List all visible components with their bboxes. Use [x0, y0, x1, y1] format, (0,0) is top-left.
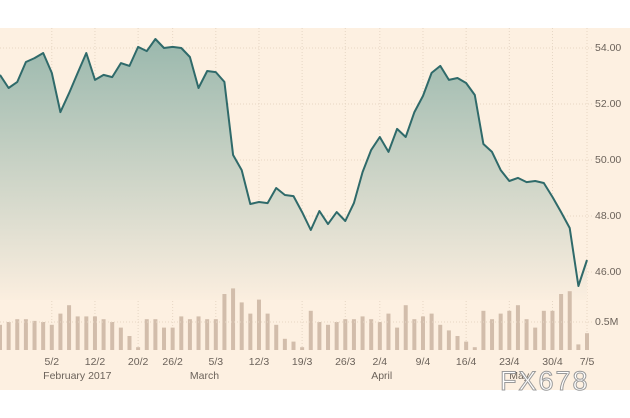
volume-bar: [429, 313, 434, 350]
volume-bar: [541, 310, 546, 350]
volume-bar: [213, 319, 218, 350]
volume-bar: [498, 313, 503, 350]
volume-bar: [326, 324, 331, 350]
top-strip: [0, 0, 630, 28]
volume-bar: [162, 327, 167, 350]
volume-bar: [231, 288, 236, 350]
volume-bar: [196, 316, 201, 350]
x-tick-label: 12/3: [249, 356, 270, 368]
volume-bar: [248, 313, 253, 350]
volume-bar: [84, 316, 89, 350]
volume-bar: [239, 302, 244, 350]
volume-bar: [92, 316, 97, 350]
volume-bar: [585, 333, 589, 350]
x-tick-label: 26/3: [335, 356, 356, 368]
volume-bar: [282, 338, 287, 350]
volume-bar: [412, 319, 417, 350]
volume-bar: [343, 319, 348, 350]
volume-bar: [75, 316, 80, 350]
month-label: March: [190, 370, 219, 382]
volume-bar: [222, 294, 227, 350]
volume-bar: [317, 322, 322, 350]
volume-bar: [308, 310, 313, 350]
volume-bar: [300, 347, 305, 350]
x-tick-label: 9/4: [416, 356, 431, 368]
x-tick-label: 19/3: [292, 356, 313, 368]
volume-bar: [153, 319, 158, 350]
volume-bar: [179, 316, 184, 350]
volume-bar: [110, 322, 115, 350]
volume-bar: [23, 319, 28, 350]
volume-bar: [524, 319, 529, 350]
volume-bar: [490, 319, 495, 350]
volume-bar: [360, 316, 365, 350]
x-tick-label: 20/2: [128, 356, 149, 368]
y-tick-label: 54.00: [595, 42, 621, 54]
volume-bar: [0, 324, 2, 350]
volume-bar: [6, 322, 11, 350]
volume-bar: [507, 310, 512, 350]
x-tick-label: 16/4: [456, 356, 477, 368]
volume-bar: [67, 305, 72, 350]
x-tick-label: 5/2: [44, 356, 59, 368]
watermark: FX678: [500, 366, 590, 396]
volume-bar: [377, 322, 382, 350]
volume-bar: [101, 319, 106, 350]
volume-bar: [291, 341, 296, 350]
volume-bar: [464, 341, 469, 350]
x-tick-label: 5/3: [209, 356, 224, 368]
y-tick-label: 48.00: [595, 210, 621, 222]
volume-bar: [455, 336, 460, 350]
x-tick-label: 7/5: [580, 356, 595, 368]
volume-bar: [515, 305, 520, 350]
month-label: April: [371, 370, 392, 382]
volume-bar: [144, 319, 149, 350]
volume-bar: [41, 322, 46, 350]
x-tick-label: 26/2: [162, 356, 183, 368]
volume-bar: [567, 291, 572, 350]
x-tick-label: 2/4: [373, 356, 388, 368]
volume-bar: [438, 324, 443, 350]
volume-bar: [32, 320, 37, 350]
volume-bar: [136, 347, 141, 350]
volume-bar: [395, 327, 400, 350]
x-tick-label: 12/2: [85, 356, 106, 368]
volume-bar: [351, 319, 356, 350]
bottom-strip: [0, 390, 630, 418]
volume-bar: [58, 313, 63, 350]
volume-bar: [369, 319, 374, 350]
y2-tick-label: 0.5M: [595, 316, 618, 328]
volume-bar: [446, 330, 451, 350]
volume-bar: [576, 344, 581, 350]
volume-bar: [403, 305, 408, 350]
price-line: [0, 38, 588, 287]
volume-bar: [533, 327, 538, 350]
month-label: February 2017: [43, 370, 111, 382]
volume-bar: [170, 327, 175, 350]
volume-bar: [550, 310, 555, 350]
volume-bar: [274, 324, 279, 350]
volume-bar: [15, 319, 20, 350]
volume-bar: [472, 347, 477, 350]
volume-bar: [420, 316, 425, 350]
y-tick-label: 46.00: [595, 266, 621, 278]
volume-bar: [187, 319, 192, 350]
area-fill: [0, 39, 587, 300]
y-tick-label: 50.00: [595, 154, 621, 166]
volume-bar: [481, 310, 486, 350]
x-tick-label: 30/4: [542, 356, 563, 368]
volume-bar: [265, 313, 270, 350]
volume-bar: [386, 313, 391, 350]
volume-bar: [256, 299, 261, 350]
volume-bar: [49, 324, 54, 350]
month-label: May: [509, 370, 530, 382]
y-tick-label: 52.00: [595, 98, 621, 110]
volume-bar: [127, 336, 132, 350]
volume-bar: [334, 322, 339, 350]
x-tick-label: 23/4: [499, 356, 520, 368]
volume-bar: [205, 319, 210, 350]
volume-bar: [118, 327, 123, 350]
